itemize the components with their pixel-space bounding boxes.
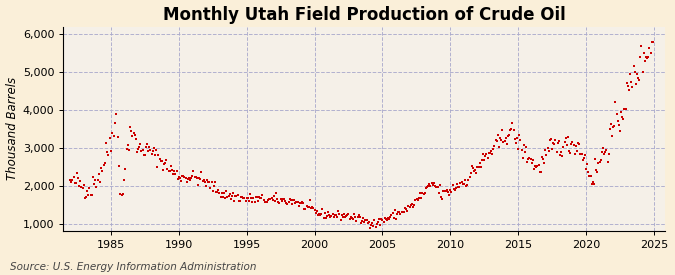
Text: Source: U.S. Energy Information Administration: Source: U.S. Energy Information Administ… <box>10 262 256 272</box>
Y-axis label: Thousand Barrels: Thousand Barrels <box>5 77 18 180</box>
Title: Monthly Utah Field Production of Crude Oil: Monthly Utah Field Production of Crude O… <box>163 6 566 24</box>
